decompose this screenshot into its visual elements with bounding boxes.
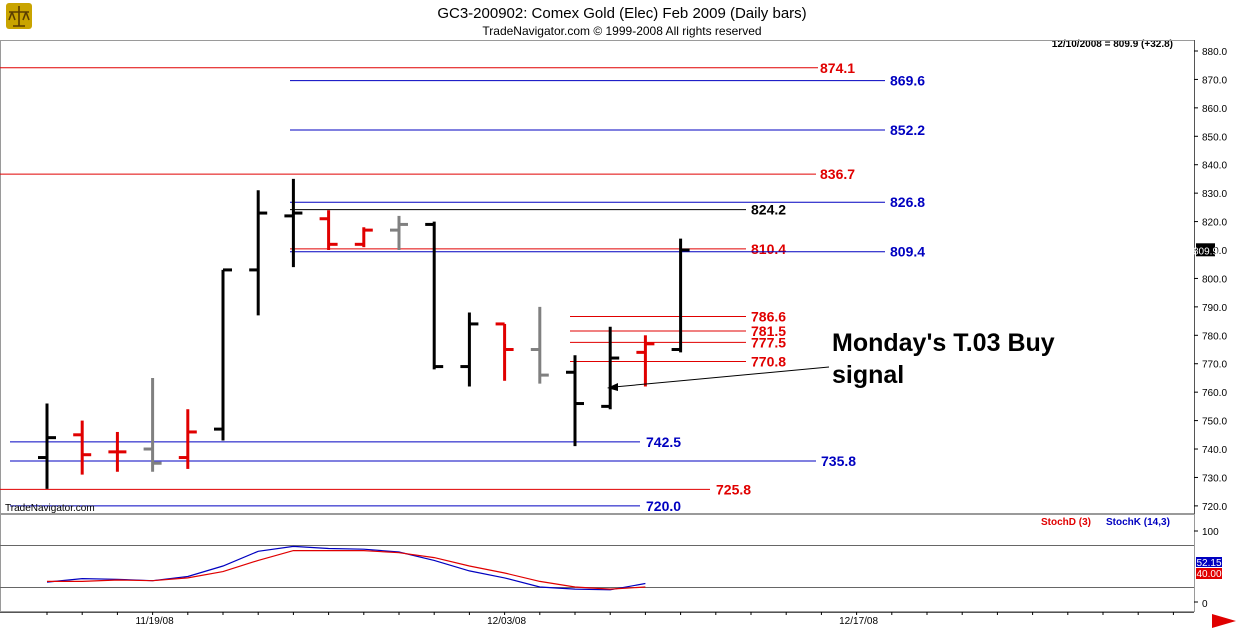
ohlc-bar [73, 420, 92, 475]
level-label: 874.1 [820, 60, 855, 76]
level-label: 810.4 [751, 241, 786, 257]
ohlc-bar [530, 306, 549, 384]
stochastic-lines [46, 545, 646, 591]
chart-title: GC3-200902: Comex Gold (Elec) Feb 2009 (… [437, 5, 806, 22]
date-tick-label: 12/17/08 [839, 616, 878, 627]
ohlc-bar [178, 409, 197, 469]
ohlc-bar [108, 431, 127, 472]
date-axis: 11/19/08 12/03/08 12/17/08 [0, 612, 1194, 627]
stochd-value: 40.00 [1196, 569, 1221, 580]
annotation-arrow [607, 366, 830, 391]
stoch-tick-label-0: 0 [1202, 599, 1208, 610]
level-label: 809.4 [890, 244, 925, 260]
price-tick-label: 760.0 [1202, 388, 1227, 399]
price-tick-label: 840.0 [1202, 161, 1227, 172]
level-label: 742.5 [646, 434, 681, 450]
ohlc-bar [636, 335, 655, 387]
ohlc-bar [601, 326, 620, 410]
price-tick-label: 870.0 [1202, 75, 1227, 86]
trade-navigator-logo [6, 3, 32, 29]
price-tick-label: 790.0 [1202, 303, 1227, 314]
price-tick-label: 850.0 [1202, 132, 1227, 143]
level-label: 725.8 [716, 481, 751, 497]
stoch-series-line [47, 549, 646, 590]
last-price-marker: 809.9 [1193, 243, 1218, 257]
stochk-legend: StochK (14,3) [1106, 517, 1170, 528]
date-tick-label: 11/19/08 [136, 616, 175, 627]
ohlc-bar [249, 190, 268, 316]
date-tick-label: 12/03/08 [487, 616, 526, 627]
level-lines: 874.1 869.6 852.2 836.7 826.8 824.2 810.4 809.4… [0, 60, 925, 514]
price-tick-label: 830.0 [1202, 189, 1227, 200]
ohlc-bar [354, 227, 373, 248]
stochd-value-marker: 40.00 [1196, 568, 1222, 580]
ohlc-bar [566, 355, 584, 447]
stochk-value-marker: 52.15 [1196, 557, 1222, 569]
level-label: 781.5 [751, 323, 786, 339]
level-label: 852.2 [890, 122, 925, 138]
price-tick-label: 720.0 [1202, 502, 1227, 513]
price-tick-label: 750.0 [1202, 417, 1227, 428]
stoch-tick-label-100: 100 [1202, 527, 1219, 538]
ohlc-bar [284, 178, 303, 268]
price-tick-label: 780.0 [1202, 331, 1227, 342]
price-tick-label: 820.0 [1202, 218, 1227, 229]
price-tick-label: 800.0 [1202, 274, 1227, 285]
last-price-label: 809.9 [1193, 246, 1218, 257]
ohlc-bar [425, 221, 444, 370]
ohlc-bar [143, 377, 162, 472]
ohlc-bar [214, 268, 232, 441]
copyright-text: TradeNavigator.com © 1999-2008 All right… [482, 24, 761, 38]
annotation-line-2: signal [832, 361, 904, 389]
level-label: 770.8 [751, 353, 786, 369]
watermark-text: TradeNavigator.com [5, 503, 95, 514]
level-label: 786.6 [751, 309, 786, 325]
ohlc-bar [390, 215, 408, 251]
stochk-value: 52.15 [1196, 558, 1221, 569]
level-label: 777.5 [751, 334, 786, 350]
level-label: 826.8 [890, 194, 925, 210]
indicator-panel-frame [0, 514, 1195, 612]
price-tick-label: 740.0 [1202, 445, 1227, 456]
stochd-legend: StochD (3) [1041, 517, 1091, 528]
ohlc-bars [38, 178, 690, 489]
scroll-right-arrow-icon[interactable] [1208, 612, 1238, 629]
price-tick-label: 860.0 [1202, 104, 1227, 115]
level-label: 824.2 [751, 202, 786, 218]
price-tick-label: 730.0 [1202, 473, 1227, 484]
level-label: 735.8 [821, 453, 856, 469]
level-label: 720.0 [646, 498, 681, 514]
ohlc-bar [38, 403, 56, 489]
ohlc-bar [671, 238, 690, 353]
level-label: 869.6 [890, 73, 925, 89]
annotation-line-1: Monday's T.03 Buy [832, 329, 1055, 357]
price-tick-label: 770.0 [1202, 360, 1227, 371]
ohlc-bar [319, 210, 338, 251]
level-label: 836.7 [820, 166, 855, 182]
price-tick-label: 880.0 [1202, 47, 1227, 58]
ohlc-bar [495, 322, 514, 381]
ohlc-bar [460, 312, 479, 387]
quote-readout: 12/10/2008 = 809.9 (+32.8) [1052, 39, 1173, 50]
